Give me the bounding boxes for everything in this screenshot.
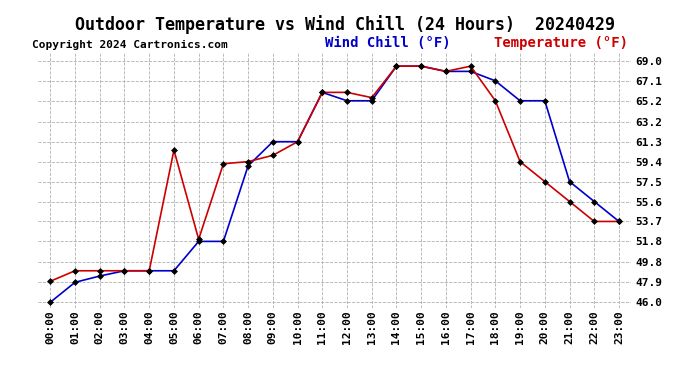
- Text: Temperature (°F): Temperature (°F): [494, 36, 629, 50]
- Text: Copyright 2024 Cartronics.com: Copyright 2024 Cartronics.com: [32, 40, 228, 50]
- Text: Outdoor Temperature vs Wind Chill (24 Hours)  20240429: Outdoor Temperature vs Wind Chill (24 Ho…: [75, 15, 615, 34]
- Text: Wind Chill (°F): Wind Chill (°F): [325, 36, 451, 50]
